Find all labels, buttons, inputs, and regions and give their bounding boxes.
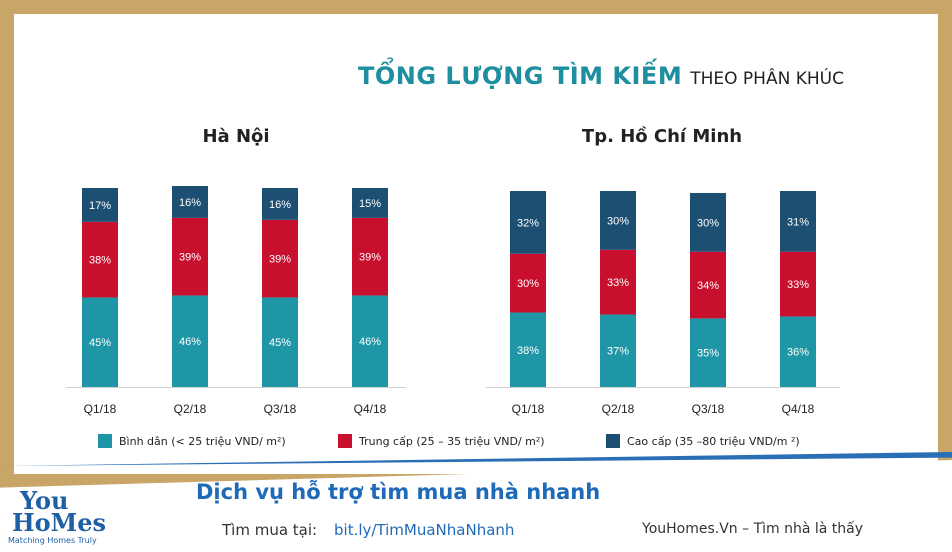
bar-segment-hcm-binh-dan-4 [780, 316, 816, 387]
chart-title-hcm: Tp. Hồ Chí Minh [581, 126, 743, 147]
bar-segment-hcm-binh-dan-3 [690, 318, 726, 387]
bar-segment-hcm-trung-cap-3 [690, 251, 726, 319]
youhomes-logo: You HoMes Matching Homes Truly [8, 488, 138, 548]
bar-segment-hcm-trung-cap-2 [600, 249, 636, 315]
category-label-hanoi-4: Q4/18 [354, 402, 387, 416]
chart-title-hanoi: Hà Nội [202, 126, 270, 147]
data-label-hanoi-cao-cap-1: 17% [89, 200, 111, 212]
data-label-hcm-binh-dan-4: 36% [787, 347, 809, 359]
data-label-hanoi-cao-cap-2: 16% [179, 197, 201, 209]
data-label-hanoi-binh-dan-1: 45% [89, 337, 111, 349]
bar-segment-hanoi-cao-cap-2 [172, 186, 208, 218]
category-label-hcm-3: Q3/18 [692, 402, 725, 416]
category-label-hanoi-2: Q2/18 [174, 402, 207, 416]
legend-label-trung-cap: Trung cấp (25 – 35 triệu VND/ m²) [359, 434, 545, 448]
data-label-hanoi-trung-cap-4: 39% [359, 252, 381, 264]
bar-segment-hcm-trung-cap-1 [510, 253, 546, 313]
bar-segment-hanoi-cao-cap-3 [262, 188, 298, 220]
category-label-hcm-2: Q2/18 [602, 402, 635, 416]
bar-segment-hcm-cao-cap-4 [780, 191, 816, 252]
bar-segment-hanoi-cao-cap-1 [82, 188, 118, 222]
data-label-hanoi-cao-cap-3: 16% [269, 199, 291, 211]
bar-segment-hcm-cao-cap-2 [600, 191, 636, 250]
bar-segment-hanoi-trung-cap-4 [352, 217, 388, 296]
bar-segment-hanoi-trung-cap-2 [172, 217, 208, 296]
title-main: TỔNG LƯỢNG TÌM KIẾM [358, 62, 683, 90]
legend-swatch-cao-cap [606, 434, 620, 448]
legend-item-trung-cap: Trung cấp (25 – 35 triệu VND/ m²) [338, 434, 545, 448]
bar-segment-hanoi-cao-cap-4 [352, 188, 388, 218]
data-label-hcm-trung-cap-3: 34% [697, 280, 719, 292]
logo-line2: HoMes [12, 508, 107, 537]
data-label-hanoi-binh-dan-3: 45% [269, 337, 291, 349]
legend-swatch-trung-cap [338, 434, 352, 448]
legend-label-cao-cap: Cao cấp (35 –80 triệu VND/m ²) [627, 434, 800, 448]
data-label-hcm-trung-cap-2: 33% [607, 277, 629, 289]
bar-segment-hanoi-binh-dan-3 [262, 297, 298, 387]
bar-segment-hcm-binh-dan-2 [600, 314, 636, 387]
page-title: TỔNG LƯỢNG TÌM KIẾM THEO PHÂN KHÚC [358, 62, 844, 90]
category-label-hanoi-1: Q1/18 [84, 402, 117, 416]
find-link[interactable]: bit.ly/TimMuaNhaNhanh [334, 521, 515, 539]
data-label-hanoi-trung-cap-1: 38% [89, 255, 111, 267]
data-label-hanoi-binh-dan-4: 46% [359, 336, 381, 348]
data-label-hcm-binh-dan-1: 38% [517, 345, 539, 357]
data-label-hcm-binh-dan-2: 37% [607, 346, 629, 358]
category-label-hanoi-3: Q3/18 [264, 402, 297, 416]
title-sub: THEO PHÂN KHÚC [690, 69, 844, 89]
site-slogan: YouHomes.Vn – Tìm nhà là thấy [642, 521, 864, 537]
legend-swatch-binh-dan [98, 434, 112, 448]
data-label-hcm-trung-cap-1: 30% [517, 278, 539, 290]
bar-segment-hanoi-trung-cap-1 [82, 221, 118, 298]
logo-line1: You [20, 486, 69, 515]
legend-item-binh-dan: Bình dân (< 25 triệu VND/ m²) [98, 434, 286, 448]
data-label-hanoi-cao-cap-4: 15% [359, 198, 381, 210]
bar-segment-hcm-binh-dan-1 [510, 312, 546, 387]
bar-segment-hanoi-trung-cap-3 [262, 219, 298, 298]
legend-item-cao-cap: Cao cấp (35 –80 triệu VND/m ²) [606, 434, 800, 448]
logo-tagline: Matching Homes Truly [8, 536, 97, 545]
legend-label-binh-dan: Bình dân (< 25 triệu VND/ m²) [119, 434, 286, 448]
bar-segment-hanoi-binh-dan-2 [172, 295, 208, 387]
data-label-hcm-cao-cap-2: 30% [607, 215, 629, 227]
find-label: Tìm mua tại: [222, 521, 318, 539]
category-label-hcm-4: Q4/18 [782, 402, 815, 416]
footer-cta: Dịch vụ hỗ trợ tìm mua nhà nhanh [196, 480, 601, 504]
bar-segment-hcm-trung-cap-4 [780, 251, 816, 317]
data-label-hanoi-binh-dan-2: 46% [179, 336, 201, 348]
bar-segment-hanoi-binh-dan-1 [82, 297, 118, 387]
data-label-hcm-cao-cap-3: 30% [697, 217, 719, 229]
bar-segment-hanoi-binh-dan-4 [352, 295, 388, 387]
data-label-hcm-cao-cap-1: 32% [517, 217, 539, 229]
data-label-hanoi-trung-cap-2: 39% [179, 252, 201, 264]
data-label-hcm-trung-cap-4: 33% [787, 279, 809, 291]
data-label-hanoi-trung-cap-3: 39% [269, 254, 291, 266]
category-label-hcm-1: Q1/18 [512, 402, 545, 416]
data-label-hcm-cao-cap-4: 31% [787, 216, 809, 228]
bar-segment-hcm-cao-cap-3 [690, 192, 726, 252]
data-label-hcm-binh-dan-3: 35% [697, 348, 719, 360]
bar-segment-hcm-cao-cap-1 [510, 191, 546, 254]
